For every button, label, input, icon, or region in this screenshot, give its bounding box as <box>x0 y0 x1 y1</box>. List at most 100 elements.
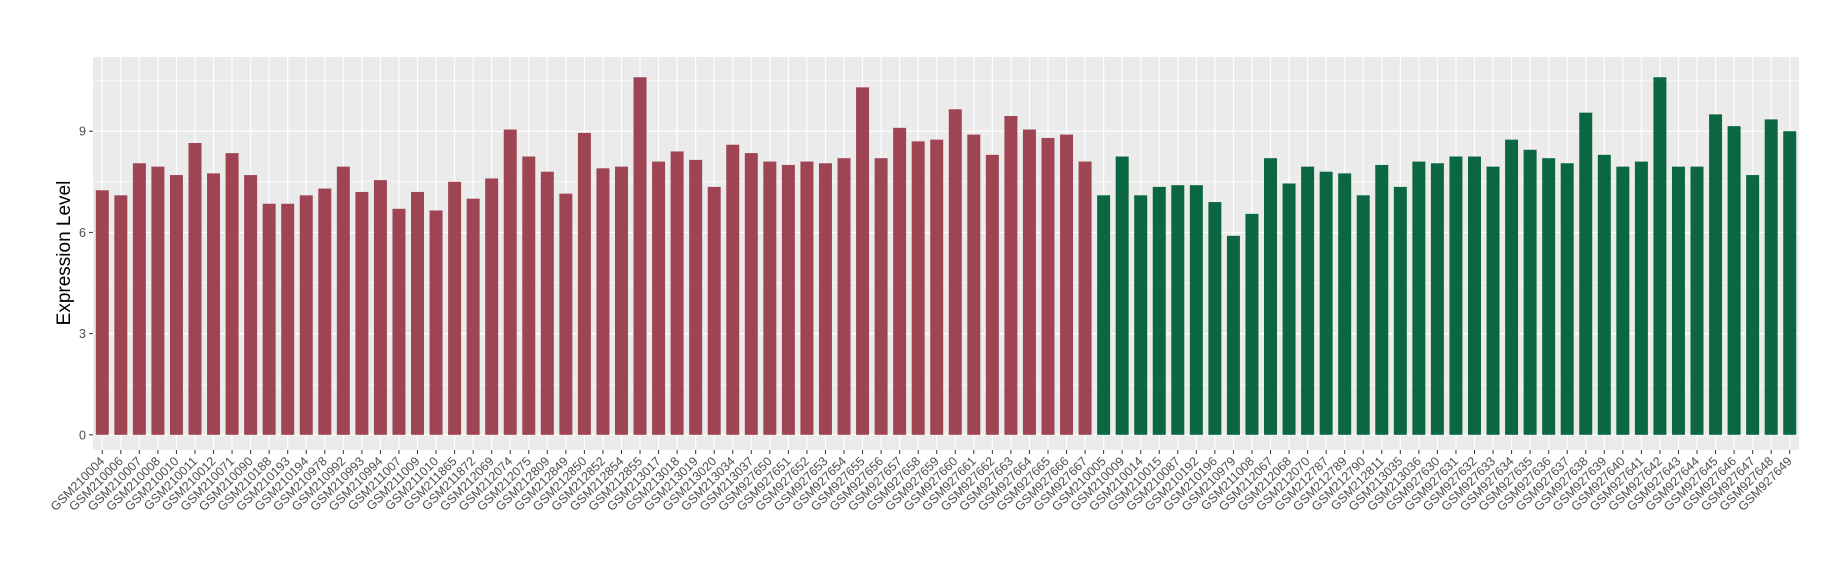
bar-GSM927644 <box>1690 166 1704 435</box>
bar-GSM211008 <box>1245 213 1259 435</box>
bar-GSM927651 <box>781 164 795 435</box>
bar-GSM210006 <box>114 195 128 435</box>
bar-GSM213036 <box>1412 161 1426 435</box>
bar-GSM927638 <box>1579 112 1593 435</box>
bar-GSM927641 <box>1634 161 1648 435</box>
bar-GSM927642 <box>1653 77 1667 435</box>
bar-GSM927645 <box>1709 114 1723 435</box>
bar-GSM210004 <box>95 190 109 435</box>
bar-GSM210005 <box>1097 195 1111 435</box>
bar-GSM927632 <box>1467 156 1481 435</box>
x-axis: GSM210004GSM210006GSM210007GSM210008GSM2… <box>48 450 1795 514</box>
bar-GSM213019 <box>689 159 703 435</box>
bar-GSM212789 <box>1338 173 1352 435</box>
bar-GSM927647 <box>1746 175 1760 435</box>
bar-GSM927662 <box>985 154 999 435</box>
bar-GSM210193 <box>281 203 295 435</box>
bar-GSM927664 <box>1022 129 1036 435</box>
bar-GSM210071 <box>225 153 239 435</box>
bar-GSM212850 <box>577 132 591 435</box>
bar-GSM212068 <box>1282 183 1296 435</box>
bar-GSM212069 <box>485 178 499 435</box>
bar-GSM212809 <box>540 171 554 435</box>
bar-GSM210194 <box>299 195 313 435</box>
bar-GSM210993 <box>355 191 369 435</box>
bar-GSM211010 <box>429 210 443 435</box>
bar-GSM212790 <box>1356 195 1370 435</box>
bar-GSM212074 <box>503 129 517 435</box>
bar-GSM213035 <box>1393 186 1407 435</box>
bar-GSM213034 <box>726 144 740 435</box>
bar-GSM211009 <box>411 191 425 435</box>
bar-GSM927655 <box>856 87 870 435</box>
bar-GSM211872 <box>466 198 480 435</box>
y-axis: 0 3 6 9 <box>79 125 93 442</box>
bar-GSM210994 <box>373 180 387 435</box>
bar-GSM927630 <box>1430 163 1444 435</box>
bar-GSM210010 <box>169 175 183 435</box>
bar-GSM213020 <box>707 186 721 435</box>
bar-GSM927648 <box>1764 119 1778 435</box>
bar-GSM927633 <box>1486 166 1500 435</box>
bar-GSM927636 <box>1542 158 1556 435</box>
bar-GSM210979 <box>1226 235 1240 435</box>
bar-GSM210992 <box>336 166 350 435</box>
y-tick-label: 6 <box>79 226 86 240</box>
bar-GSM213018 <box>670 151 684 435</box>
bar-GSM927667 <box>1078 161 1092 435</box>
y-tick-label: 0 <box>79 428 86 442</box>
bar-GSM927658 <box>911 141 925 435</box>
bar-GSM212852 <box>596 168 610 435</box>
bar-GSM927665 <box>1041 137 1055 435</box>
bar-GSM210192 <box>1189 185 1203 435</box>
bar-GSM210015 <box>1152 186 1166 435</box>
bar-GSM927650 <box>763 161 777 435</box>
bar-GSM210188 <box>262 203 276 435</box>
bar-GSM927661 <box>967 134 981 435</box>
bar-GSM212067 <box>1264 158 1278 435</box>
bar-GSM211865 <box>448 181 462 435</box>
bar-series <box>95 77 1797 435</box>
bar-GSM211007 <box>392 208 406 435</box>
bar-GSM927666 <box>1060 134 1074 435</box>
bar-GSM927660 <box>948 109 962 435</box>
bar-GSM213037 <box>744 153 758 435</box>
bar-GSM210087 <box>1171 185 1185 435</box>
y-tick-label: 3 <box>79 327 86 341</box>
bar-GSM927639 <box>1597 154 1611 435</box>
y-axis-title: Expression Level <box>54 181 75 326</box>
bar-GSM212849 <box>559 193 573 435</box>
bar-GSM212854 <box>614 166 628 435</box>
bar-GSM210014 <box>1134 195 1148 435</box>
bar-GSM927656 <box>874 158 888 435</box>
bar-GSM210009 <box>1115 156 1129 435</box>
bar-GSM927663 <box>1004 116 1018 435</box>
bar-GSM927640 <box>1616 166 1630 435</box>
bar-GSM927649 <box>1783 131 1797 435</box>
y-tick-label: 9 <box>79 125 86 139</box>
bar-GSM927652 <box>800 161 814 435</box>
bar-GSM927654 <box>837 158 851 435</box>
bar-GSM210007 <box>132 163 146 435</box>
bar-GSM927643 <box>1671 166 1685 435</box>
bar-GSM927637 <box>1560 163 1574 435</box>
bar-GSM210011 <box>188 143 202 435</box>
bar-GSM212787 <box>1319 171 1333 435</box>
bar-GSM927653 <box>818 163 832 435</box>
bar-GSM212075 <box>522 156 536 435</box>
bar-GSM210978 <box>318 188 332 435</box>
bar-GSM210008 <box>151 166 165 435</box>
bar-GSM212070 <box>1301 166 1315 435</box>
bar-GSM927631 <box>1449 156 1463 435</box>
bar-GSM927634 <box>1505 139 1519 435</box>
bar-GSM212811 <box>1375 164 1389 435</box>
bar-GSM210090 <box>244 175 258 435</box>
bar-GSM927657 <box>893 127 907 435</box>
bar-GSM210012 <box>207 173 221 435</box>
bar-GSM212855 <box>633 77 647 435</box>
bar-GSM213017 <box>652 161 666 435</box>
bar-GSM927646 <box>1727 126 1741 435</box>
bar-GSM210196 <box>1208 202 1222 435</box>
bar-GSM927659 <box>930 139 944 435</box>
